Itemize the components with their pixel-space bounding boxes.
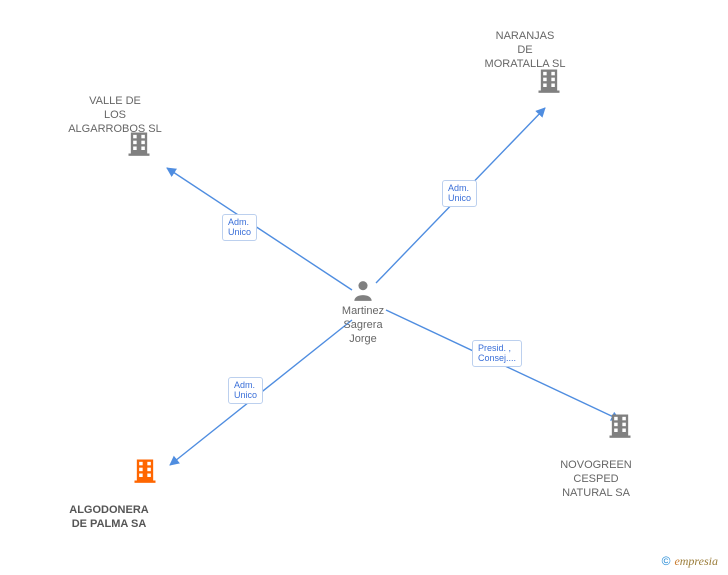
- diagram-container: { "canvas": { "width": 728, "height": 57…: [0, 0, 728, 575]
- building-icon: [606, 411, 634, 444]
- center-node-label: Martinez Sagrera Jorge: [333, 305, 393, 346]
- company-label: ALGODONERA DE PALMA SA: [54, 504, 164, 532]
- edge-label: Adm. Unico: [228, 377, 263, 404]
- brand-rest: mpresia: [680, 554, 718, 568]
- edge-label: Adm. Unico: [222, 214, 257, 241]
- building-icon: [131, 456, 159, 489]
- company-label: NOVOGREEN CESPED NATURAL SA: [541, 459, 651, 500]
- footer-brand: ©empresia: [662, 554, 718, 569]
- copyright-symbol: ©: [662, 554, 671, 568]
- edge-label: Adm. Unico: [442, 180, 477, 207]
- company-label: NARANJAS DE MORATALLA SL: [470, 30, 580, 71]
- company-label: VALLE DE LOS ALGARROBOS SL: [60, 95, 170, 136]
- person-icon: [350, 277, 376, 308]
- edge-line: [167, 168, 352, 290]
- edge-label: Presid. , Consej....: [472, 340, 522, 367]
